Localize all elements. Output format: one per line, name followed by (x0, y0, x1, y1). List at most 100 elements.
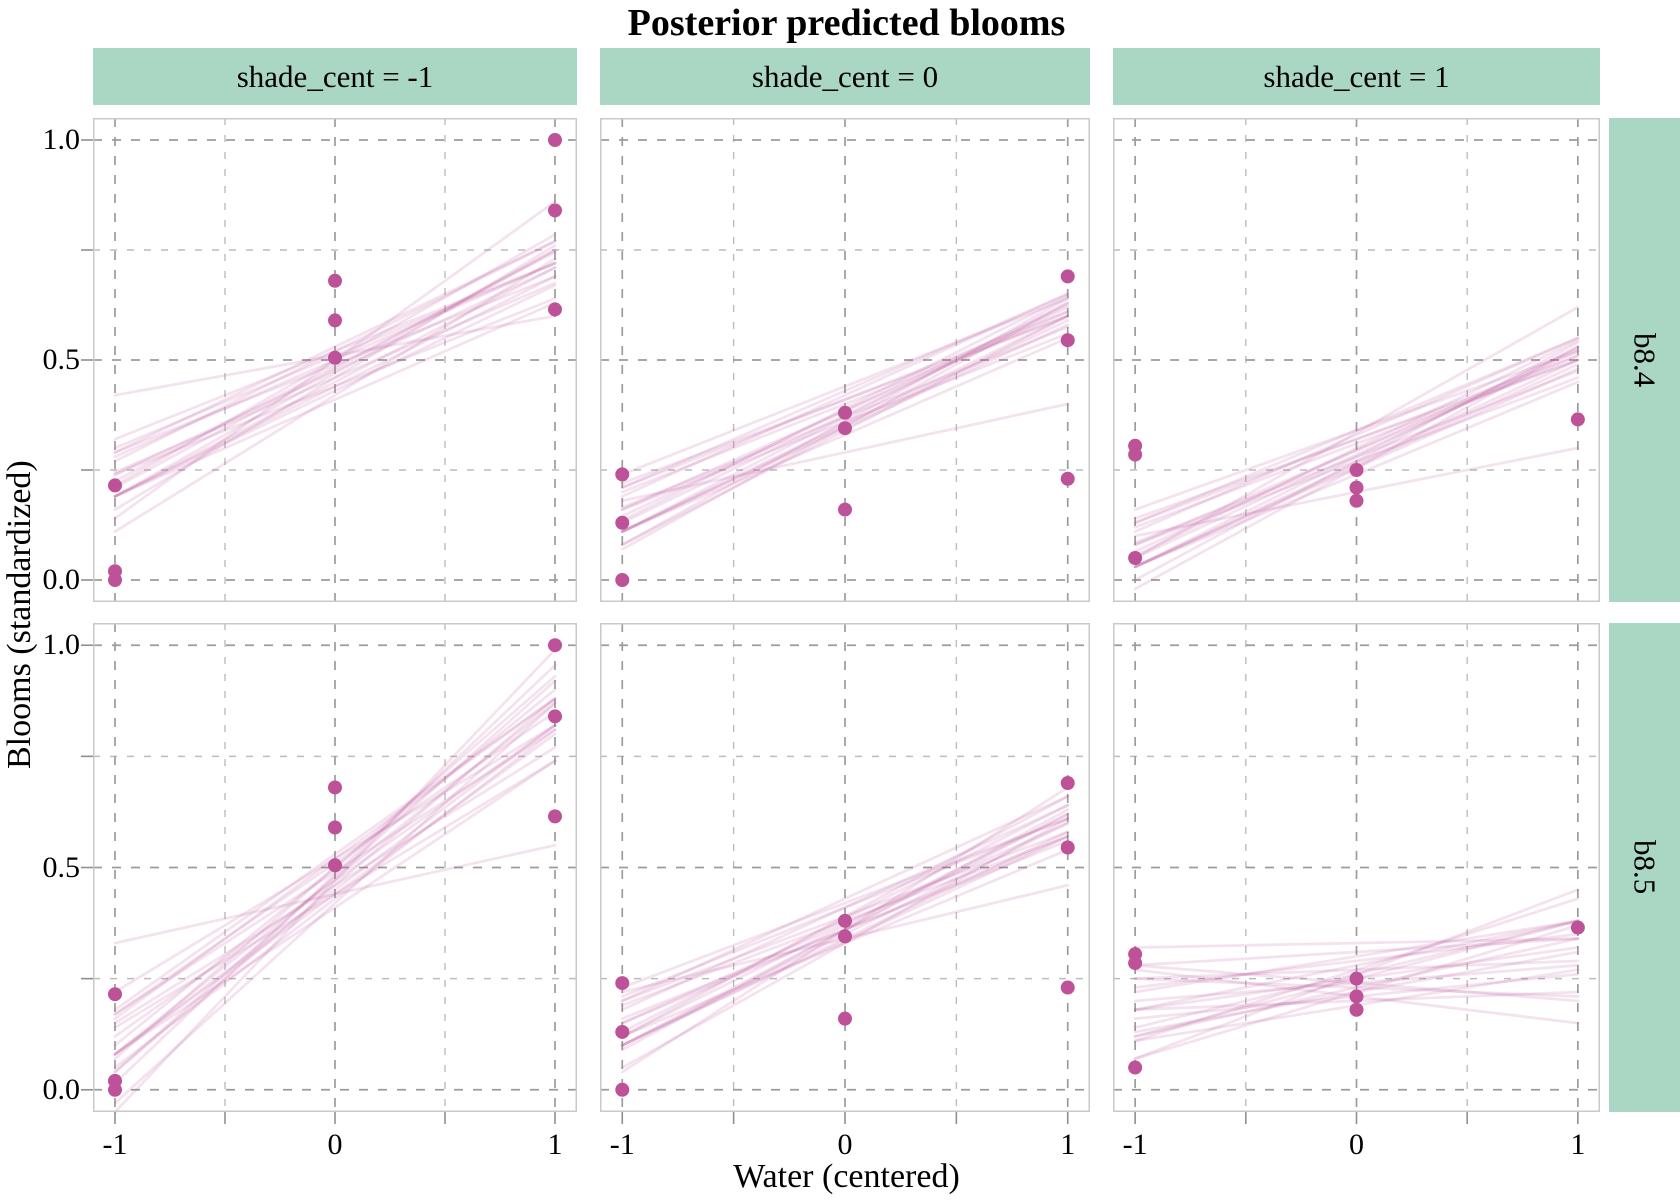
data-point (548, 809, 562, 824)
facet-column-label: shade_cent = 1 (1263, 58, 1450, 94)
facet-column-label: shade_cent = -1 (236, 58, 434, 94)
posterior-line (113, 697, 557, 1012)
posterior-line (113, 701, 557, 1105)
posterior-line (1133, 369, 1580, 545)
x-tick-label: 1 (1570, 1128, 1586, 1161)
posterior-line (620, 292, 1070, 498)
posterior-line (113, 701, 557, 1056)
posterior-line (1133, 336, 1580, 534)
posterior-line (113, 759, 557, 1029)
data-point (108, 987, 122, 1002)
posterior-line (1133, 959, 1580, 981)
data-point (328, 350, 342, 365)
posterior-line (1133, 338, 1580, 558)
data-point (328, 273, 342, 288)
panel-border (1113, 623, 1600, 1112)
data-point (1060, 980, 1075, 995)
data-point (615, 467, 630, 482)
y-tick-label: 1.0 (42, 123, 81, 156)
data-point (615, 1082, 630, 1097)
posterior-line (113, 723, 557, 1056)
data-point (108, 478, 122, 493)
posterior-line (620, 314, 1070, 494)
posterior-line (1133, 358, 1580, 520)
plot-panel-b84-shade-1 (1113, 118, 1600, 602)
posterior-line (113, 723, 557, 1038)
posterior-line (620, 296, 1070, 476)
panel-border (1113, 118, 1600, 602)
posterior-line (1133, 345, 1580, 569)
data-point (1060, 840, 1075, 855)
facet-row-label: b8.5 (1627, 840, 1663, 895)
posterior-line (1133, 977, 1580, 998)
data-point (328, 780, 342, 795)
data-point (548, 203, 562, 218)
x-tick-label: 1 (1060, 1128, 1076, 1161)
data-point (1570, 412, 1585, 427)
posterior-line (1133, 376, 1580, 547)
posterior-line (113, 266, 557, 476)
data-point (615, 573, 630, 587)
data-point (1349, 480, 1364, 495)
posterior-line (1133, 354, 1580, 525)
posterior-line (620, 402, 1070, 503)
posterior-line (113, 239, 557, 454)
posterior-line (113, 648, 557, 1114)
panel-border (600, 118, 1090, 602)
posterior-line (113, 244, 557, 512)
plot-panel-b85-shade-1 (1113, 623, 1600, 1124)
posterior-line (620, 803, 1070, 1012)
y-tick-label: 0.5 (42, 850, 81, 884)
data-point (548, 709, 562, 724)
chart-title: Posterior predicted blooms (627, 2, 1066, 44)
posterior-line (113, 759, 557, 1056)
facet-row-label: b8.4 (1627, 332, 1663, 388)
panel-border (600, 623, 1090, 1112)
posterior-line (1133, 919, 1580, 994)
posterior-line (1133, 336, 1580, 525)
posterior-line (1133, 937, 1580, 967)
posterior-line (113, 250, 557, 483)
posterior-line (113, 248, 557, 490)
facet-column-strip-shade-1: shade_cent = 1 (1113, 48, 1600, 105)
plot-panel-b84-shade-neg1 (81, 118, 577, 602)
data-point (838, 405, 852, 420)
data-point (838, 421, 852, 436)
x-tick-label: 0 (1349, 1128, 1364, 1161)
data-point (1128, 447, 1143, 462)
posterior-line (1133, 937, 1580, 949)
posterior-line (1133, 932, 1580, 989)
posterior-line (620, 817, 1070, 998)
data-point (548, 302, 562, 317)
panel-border (93, 118, 577, 602)
posterior-line (620, 310, 1070, 490)
posterior-line (1133, 349, 1580, 560)
facet-row-strip-b85: b8.5 (1609, 623, 1680, 1112)
data-point (1349, 463, 1364, 477)
posterior-line (113, 663, 557, 1085)
x-tick-label: 0 (837, 1128, 853, 1161)
posterior-line (113, 728, 557, 1069)
data-point (615, 976, 630, 991)
data-point (1349, 493, 1364, 508)
data-point (615, 1024, 630, 1039)
posterior-line (1133, 919, 1580, 1012)
posterior-line (1133, 347, 1580, 553)
plot-panel-b85-shade-neg1 (81, 623, 577, 1124)
posterior-line (113, 679, 557, 1074)
facet-column-strip-shade-0: shade_cent = 0 (600, 48, 1090, 105)
posterior-line (1133, 897, 1580, 1043)
posterior-line (1133, 305, 1580, 560)
x-tick-label: 0 (327, 1128, 343, 1161)
data-point (1128, 1060, 1143, 1075)
data-point (1349, 989, 1364, 1004)
y-tick-label: 1.0 (42, 628, 81, 662)
y-tick-label: 0.0 (42, 1072, 81, 1106)
plot-panel-b85-shade-0 (600, 623, 1090, 1124)
posterior-line (113, 283, 557, 498)
x-tick-label: -1 (102, 1128, 128, 1161)
x-tick-label: -1 (609, 1128, 635, 1161)
posterior-line (620, 794, 1070, 1003)
data-point (1349, 971, 1364, 986)
